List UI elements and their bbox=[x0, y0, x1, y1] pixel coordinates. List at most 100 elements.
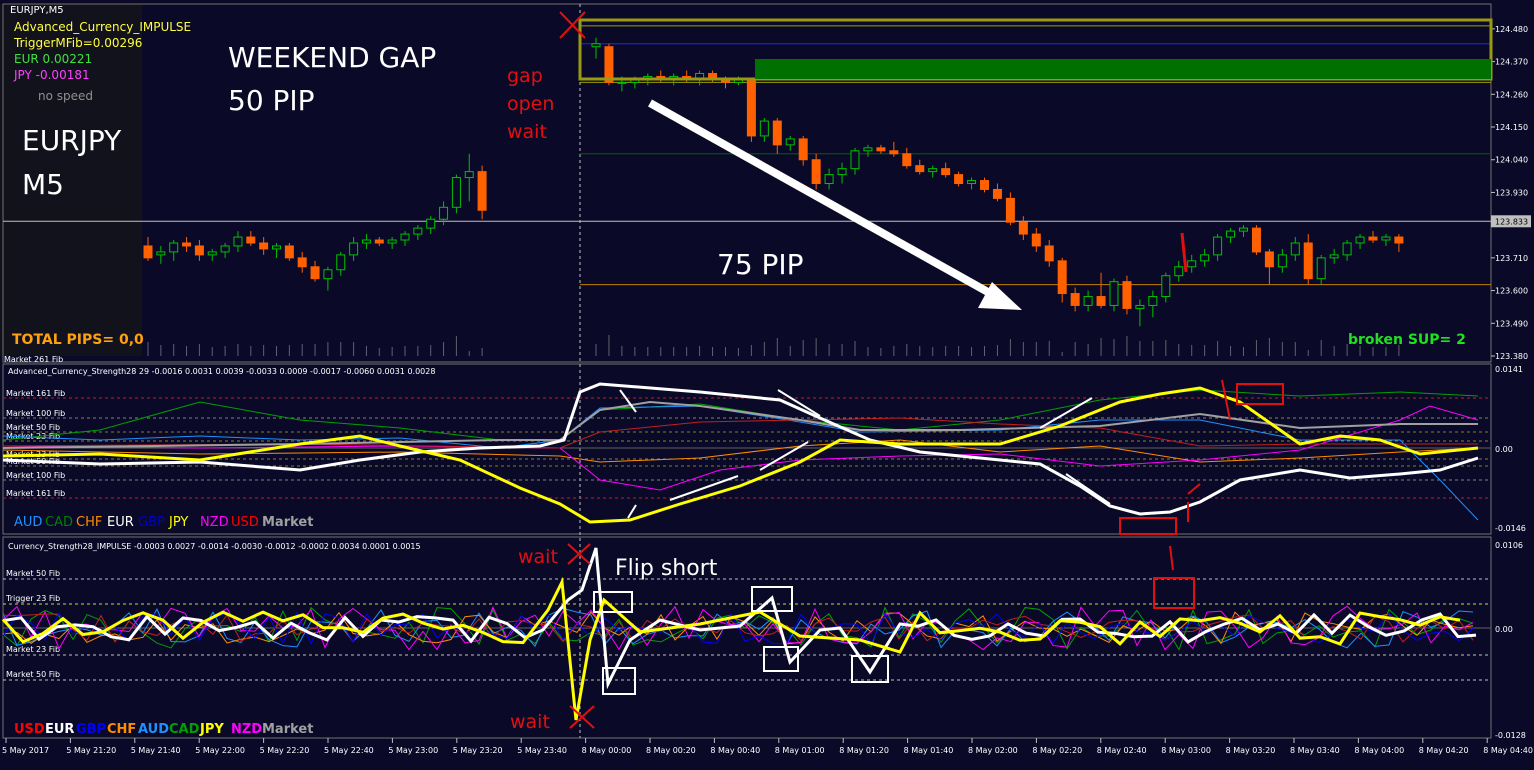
time-tick-label: 5 May 21:20 bbox=[66, 746, 116, 755]
candle bbox=[1083, 290, 1093, 312]
legend-item-eur: EUR bbox=[45, 722, 74, 737]
eur-value: EUR 0.00221 bbox=[14, 52, 92, 66]
candle bbox=[1290, 237, 1300, 261]
candle bbox=[811, 153, 821, 190]
strength-line-market bbox=[2, 400, 1478, 449]
time-tick-label: 8 May 01:00 bbox=[775, 746, 825, 755]
candle bbox=[207, 248, 217, 261]
legend-item-usd: USD bbox=[231, 515, 259, 530]
jpy-value: JPY -0.00181 bbox=[13, 68, 90, 82]
candle bbox=[400, 231, 410, 246]
info-panel bbox=[0, 4, 142, 356]
time-tick-label: 8 May 03:40 bbox=[1290, 746, 1340, 755]
candle bbox=[1122, 275, 1132, 315]
candle bbox=[272, 242, 281, 258]
candle bbox=[426, 216, 436, 235]
time-tick-label: 8 May 01:40 bbox=[904, 746, 954, 755]
candle bbox=[798, 135, 808, 166]
legend-item-usd: USD bbox=[14, 722, 45, 737]
price-tick-label: 123.833 bbox=[1495, 217, 1528, 226]
candle bbox=[759, 118, 769, 142]
current-price-box bbox=[1491, 215, 1531, 228]
candle bbox=[182, 237, 192, 252]
impulse-scale-label: 0.0106 bbox=[1495, 541, 1523, 550]
impulse-level-label: Market 50 Fib bbox=[6, 670, 60, 679]
candle bbox=[1057, 257, 1067, 303]
candle bbox=[772, 118, 782, 154]
weekend-gap-label: WEEKEND GAP bbox=[228, 41, 436, 74]
time-tick-label: 8 May 00:40 bbox=[710, 746, 760, 755]
candle bbox=[297, 251, 307, 273]
impulse-lines bbox=[1, 547, 1477, 721]
legend-item-market: Market bbox=[262, 722, 313, 737]
total-pips: TOTAL PIPS= 0,0 bbox=[12, 332, 144, 348]
impulse-legend: USD EUR GBP CHF AUD CAD JPY NZD Market bbox=[14, 722, 313, 737]
trigger-value: TriggerMFib=0.00296 bbox=[13, 36, 142, 50]
impulse-header: Currency_Strength28_IMPULSE -0.0003 0.00… bbox=[8, 542, 421, 551]
candle bbox=[1316, 254, 1326, 285]
time-tick-label: 8 May 00:00 bbox=[582, 746, 632, 755]
candle bbox=[1031, 228, 1041, 252]
time-tick-label: 5 May 22:00 bbox=[195, 746, 245, 755]
candle bbox=[143, 237, 153, 261]
candle bbox=[1368, 231, 1378, 243]
candle bbox=[824, 168, 834, 190]
candle bbox=[591, 37, 601, 59]
price-tick-label: 123.490 bbox=[1495, 319, 1528, 328]
time-tick-label: 5 May 22:40 bbox=[324, 746, 374, 755]
candle bbox=[156, 245, 166, 264]
candle bbox=[785, 135, 795, 151]
candle bbox=[876, 144, 886, 154]
candle bbox=[1342, 240, 1352, 261]
impulse-line-2 bbox=[2, 611, 1474, 645]
legend-item-cad: CAD bbox=[45, 515, 73, 530]
candle bbox=[1264, 248, 1274, 285]
time-tick-label: 8 May 02:20 bbox=[1032, 746, 1082, 755]
strength-level-label: Market 100 Fib bbox=[6, 471, 65, 480]
price-tick-label: 124.040 bbox=[1495, 156, 1528, 165]
time-tick-label: 5 May 2017 bbox=[2, 746, 49, 755]
cross-icon bbox=[567, 543, 595, 729]
time-tick-label: 8 May 03:20 bbox=[1226, 746, 1276, 755]
candle bbox=[233, 231, 243, 252]
time-tick-label: 8 May 03:00 bbox=[1161, 746, 1211, 755]
gap-fill-zone bbox=[755, 59, 1491, 79]
strength-scale-label: 0.00 bbox=[1495, 445, 1513, 454]
strength-scale-label: 0.0141 bbox=[1495, 365, 1523, 374]
legend-item-nzd: NZD bbox=[200, 515, 229, 530]
candle bbox=[980, 177, 989, 193]
move-pips-label: 75 PIP bbox=[717, 248, 804, 281]
time-tick-label: 5 May 23:20 bbox=[453, 746, 503, 755]
candle bbox=[889, 141, 899, 157]
market-261-label: Market 261 Fib bbox=[4, 355, 63, 364]
candle bbox=[1213, 234, 1223, 261]
candle bbox=[220, 242, 230, 258]
candle bbox=[1174, 260, 1184, 282]
candle bbox=[850, 147, 860, 175]
candle bbox=[1277, 248, 1287, 273]
gap-note-1: gap bbox=[507, 65, 543, 87]
weekend-gap-pips: 50 PIP bbox=[228, 84, 315, 117]
candle bbox=[1226, 228, 1236, 243]
strength-lines bbox=[2, 382, 1479, 524]
window-title: EURJPY,M5 bbox=[10, 5, 64, 16]
marker-line-icon bbox=[1180, 232, 1188, 273]
price-levels bbox=[3, 25, 1491, 286]
strength-highlight-icon bbox=[1119, 379, 1284, 535]
time-tick-label: 8 May 02:00 bbox=[968, 746, 1018, 755]
legend-item-gbp: GBP bbox=[76, 722, 106, 737]
candle bbox=[1161, 272, 1171, 303]
candle bbox=[284, 242, 294, 261]
candle bbox=[1251, 225, 1261, 255]
candle bbox=[1096, 272, 1106, 309]
impulse-highlight-icon bbox=[593, 586, 889, 695]
candle bbox=[1200, 248, 1210, 267]
candle bbox=[1329, 248, 1339, 264]
candle bbox=[451, 174, 461, 214]
candles bbox=[143, 37, 1404, 327]
candle bbox=[310, 260, 320, 282]
price-tick-label: 123.380 bbox=[1495, 352, 1528, 361]
time-tick-label: 5 May 21:40 bbox=[131, 746, 181, 755]
